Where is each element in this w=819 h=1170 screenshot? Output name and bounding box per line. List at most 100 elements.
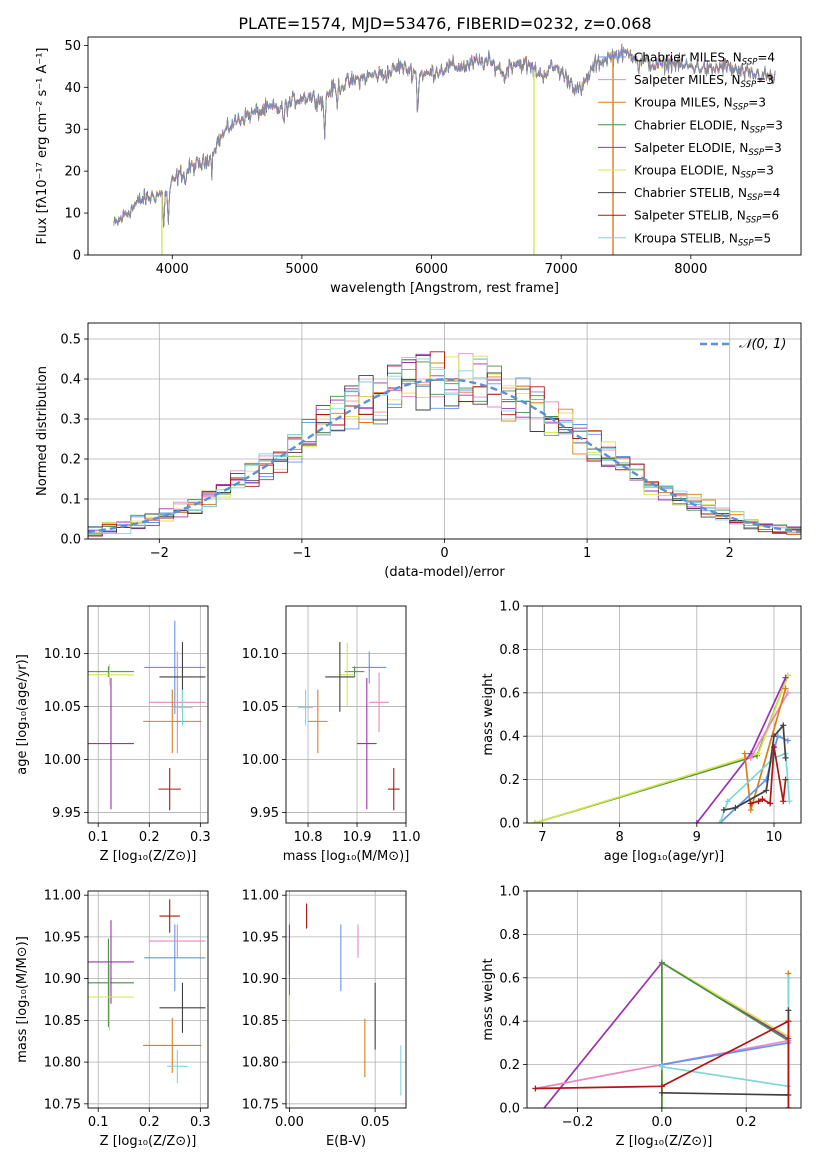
- errorbar-point: [298, 689, 313, 726]
- y-tick-label: 0.0: [60, 533, 81, 548]
- mass-weight-marker: [732, 804, 739, 811]
- plot-area: [88, 899, 206, 1083]
- mass-weight-marker: [724, 798, 731, 805]
- errorbar-point: [352, 651, 387, 684]
- mass-weight-marker: [782, 754, 789, 761]
- x-tick-label: 6000: [415, 262, 448, 277]
- mass-weight-marker: [785, 1018, 792, 1025]
- y-tick-label: 0.4: [60, 373, 81, 388]
- plot-area: [88, 351, 801, 539]
- y-tick-label: 10: [64, 207, 81, 222]
- y-tick-label: 10.80: [242, 1056, 279, 1071]
- x-tick-label: 10.8: [294, 830, 323, 845]
- y-tick-label: 0.0: [499, 1102, 520, 1117]
- mass-weight-vs-metallicity-panel: −0.2 0.0 0.2 0.0 0.2 0.4 0.6 0.8 1.0 Z [log₁₀(Z/Z…: [481, 885, 802, 1149]
- x-axis-label: (data-model)/error: [384, 565, 505, 580]
- y-axis-label: mass weight: [481, 673, 496, 755]
- y-tick-label: 0.5: [60, 333, 81, 348]
- x-tick-label: 0.3: [190, 1115, 211, 1130]
- mass-weight-marker: [770, 733, 777, 740]
- x-tick-label: 4000: [156, 262, 189, 277]
- mass-weight-marker: [747, 754, 754, 761]
- age-vs-metallicity-panel: 0.1 0.2 0.3 9.95 10.00 10.05 10.10 Z [log₁₀(Z/Z…: [15, 605, 211, 864]
- x-tick-label: 7: [538, 830, 546, 845]
- x-tick-label: 0.2: [139, 1115, 160, 1130]
- normal-curve: [88, 378, 801, 534]
- x-tick-label: 8000: [674, 262, 707, 277]
- y-axis-label: mass weight: [481, 958, 496, 1040]
- x-tick-label: −1: [292, 546, 311, 561]
- residuals-legend: 𝒩(0, 1): [700, 337, 786, 352]
- axes-frame: [87, 605, 209, 824]
- plot-area: [532, 959, 792, 1108]
- legend-label: Salpeter ELODIE, NSSP=3: [634, 141, 782, 158]
- y-tick-label: 0: [73, 249, 81, 264]
- x-tick-label: 0: [440, 546, 448, 561]
- plot-area: [531, 672, 793, 823]
- x-tick-label: 0.1: [88, 1115, 109, 1130]
- mass-weight-marker: [784, 689, 791, 696]
- x-axis-label: Z [log₁₀(Z/Z⊙)]: [616, 1134, 713, 1149]
- y-tick-label: 40: [64, 81, 81, 96]
- y-tick-label: 10.85: [242, 1014, 279, 1029]
- x-axis-label: Z [log₁₀(Z/Z⊙)]: [100, 849, 197, 864]
- y-tick-label: 0.2: [499, 773, 520, 788]
- errorbar-point: [88, 963, 134, 1031]
- age-vs-mass-panel: 10.8 10.9 11.0 9.95 10.00 10.05 10.10 mass [log…: [242, 605, 421, 864]
- errorbar-point: [159, 982, 206, 1033]
- y-tick-label: 0.4: [499, 1015, 520, 1030]
- axes-frame: [87, 36, 802, 256]
- axes: 0.00 0.05 10.75 10.80 10.85 10.90 10.95 11.00: [242, 889, 390, 1130]
- mass-weight-marker: [780, 722, 787, 729]
- y-tick-label: 10.00: [44, 753, 81, 768]
- mass-vs-extinction-panel: 0.00 0.05 10.75 10.80 10.85 10.90 10.95 11.00 E(…: [242, 889, 407, 1149]
- mass-weight-marker: [782, 685, 789, 692]
- y-tick-label: 9.95: [250, 806, 279, 821]
- legend-label: Salpeter MILES, NSSP=3: [634, 73, 774, 90]
- errorbar-point: [143, 689, 202, 754]
- axes: −2 −1 0 1 2 0.0 0.1 0.2 0.3 0.4 0.5: [60, 333, 734, 562]
- mass-weight-marker: [759, 796, 766, 803]
- x-tick-label: 7000: [545, 262, 578, 277]
- y-tick-label: 10.80: [44, 1056, 81, 1071]
- y-tick-label: 50: [64, 39, 81, 54]
- y-tick-label: 10.05: [44, 700, 81, 715]
- legend-label: Kroupa STELIB, NSSP=5: [634, 231, 771, 248]
- mass-weight-marker: [747, 800, 754, 807]
- axes-frame: [87, 890, 209, 1109]
- errorbar-point: [144, 924, 206, 992]
- y-tick-label: 9.95: [52, 806, 81, 821]
- x-axis-label: age [log₁₀(age/yr)]: [604, 849, 725, 864]
- mass-weight-marker: [767, 800, 774, 807]
- errorbar-point: [387, 767, 400, 811]
- y-tick-label: 10.85: [44, 1014, 81, 1029]
- x-tick-label: 0.1: [88, 830, 109, 845]
- y-tick-label: 0.2: [60, 453, 81, 468]
- errorbar-point: [149, 651, 206, 754]
- y-tick-label: 10.75: [242, 1097, 279, 1112]
- y-tick-label: 10.05: [242, 700, 279, 715]
- y-tick-label: 1.0: [499, 600, 520, 615]
- mass-weight-marker: [785, 1007, 792, 1014]
- x-tick-label: 1: [583, 546, 591, 561]
- axes-frame: [87, 322, 802, 540]
- y-tick-label: 11.00: [44, 889, 81, 904]
- mass-weight-marker: [693, 820, 700, 823]
- mass-weight-marker: [780, 798, 787, 805]
- legend-label: Kroupa MILES, NSSP=3: [634, 96, 766, 113]
- y-axis-label: mass [log₁₀(M/M⊙)]: [15, 936, 30, 1063]
- mass-weight-marker: [755, 750, 762, 757]
- figure-title: PLATE=1574, MJD=53476, FIBERID=0232, z=0…: [238, 14, 651, 33]
- y-tick-label: 0.2: [499, 1058, 520, 1073]
- y-tick-label: 0.4: [499, 730, 520, 745]
- errorbar-point: [172, 689, 193, 726]
- x-axis-label: Z [log₁₀(Z/Z⊙)]: [100, 1134, 197, 1149]
- residual-histogram: [88, 351, 801, 539]
- mass-weight-marker: [658, 1083, 665, 1090]
- errorbar-point: [88, 677, 134, 810]
- y-tick-label: 0.8: [499, 928, 520, 943]
- errorbar-point: [144, 620, 206, 714]
- x-axis-label: E(B-V): [326, 1134, 366, 1149]
- axes: 10.8 10.9 11.0 9.95 10.00 10.05 10.10: [242, 647, 421, 845]
- spectrum-panel: 4000 5000 6000 7000 8000 0 10 20 30 40 50 wavelengt…: [35, 36, 802, 296]
